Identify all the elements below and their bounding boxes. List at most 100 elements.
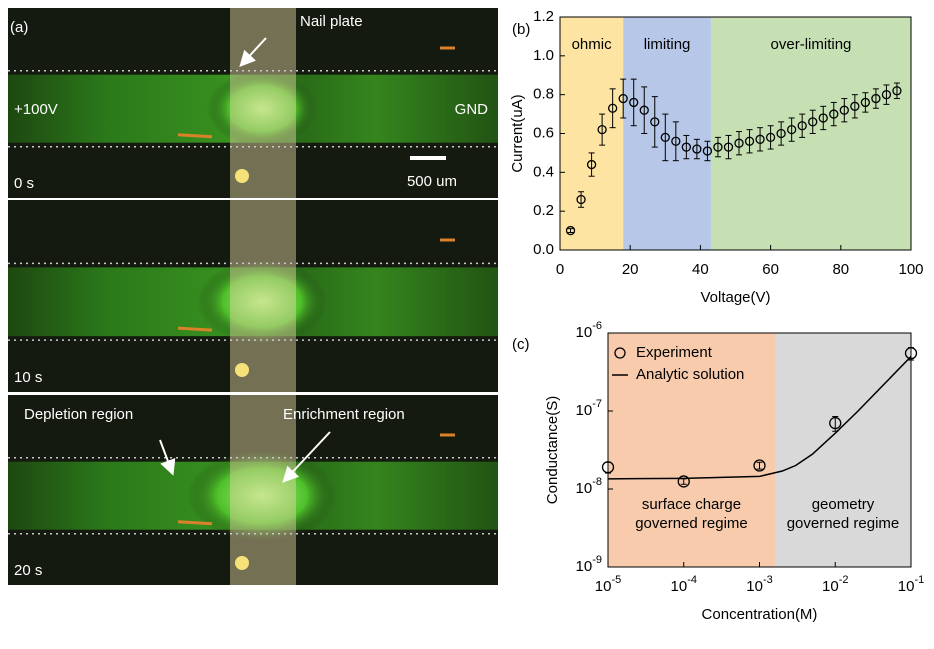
legend-marker <box>614 347 626 359</box>
x-tick-label-exponent: -2 <box>839 574 849 586</box>
data-point <box>871 93 881 104</box>
y-tick-label: 0.0 <box>533 241 554 258</box>
image-annotation: GND <box>455 101 489 118</box>
nail-plate <box>230 395 296 585</box>
data-point <box>753 459 766 472</box>
data-point <box>765 132 776 143</box>
data-point <box>692 144 702 154</box>
analytic-line <box>607 355 912 480</box>
region-label: surface charge <box>642 496 741 513</box>
y-tick-label-exponent: -9 <box>592 554 602 566</box>
x-tick-label: 10-1 <box>898 574 924 595</box>
data-point <box>639 105 649 115</box>
data-point <box>892 86 902 96</box>
orange-streak <box>177 133 213 139</box>
region <box>560 17 624 250</box>
data-point <box>755 134 765 144</box>
legend-label: Analytic solution <box>636 366 744 383</box>
y-tick-label: 0.2 <box>533 202 554 219</box>
x-tick-label: 40 <box>692 261 709 278</box>
y-tick-label: 1.0 <box>533 47 554 64</box>
bright-spot <box>235 556 249 570</box>
enrichment-glow <box>197 259 327 345</box>
data-point <box>881 90 892 100</box>
x-tick-label-exponent: -3 <box>763 574 773 586</box>
region <box>774 333 911 567</box>
nail-plate <box>230 8 296 198</box>
frame-time: 0 s <box>14 175 34 192</box>
region-label: geometry <box>812 496 875 513</box>
panel-label: (c) <box>512 336 530 353</box>
data-point <box>713 142 723 152</box>
data-point <box>860 97 871 108</box>
x-tick-label-base: 10 <box>746 578 763 595</box>
data-point <box>576 194 586 205</box>
y-axis-title: Current(uA) <box>509 94 526 172</box>
y-tick-label-base: 0.0 <box>533 241 554 258</box>
data-point <box>629 97 639 108</box>
x-tick-label: 20 <box>622 261 639 278</box>
orange-streak <box>177 326 213 332</box>
enrichment-glow <box>187 449 337 542</box>
y-tick-label: 0.8 <box>533 86 554 103</box>
region-label: governed regime <box>635 515 748 532</box>
data-point <box>797 121 807 131</box>
frame-time: 20 s <box>14 562 42 579</box>
x-axis-title: Concentration(M) <box>702 606 818 623</box>
data-point <box>787 124 797 135</box>
x-tick-label: 10-3 <box>746 574 772 595</box>
data-point <box>734 138 744 148</box>
data-point <box>829 416 842 430</box>
data-point <box>608 103 618 113</box>
region <box>608 333 775 567</box>
arrow <box>239 37 267 67</box>
data-point <box>723 142 734 152</box>
region-label: over-limiting <box>771 36 852 53</box>
y-tick-label: 10-7 <box>576 398 602 419</box>
y-tick-label: 10-6 <box>576 320 602 341</box>
data-point <box>829 109 839 119</box>
data-point <box>776 128 786 139</box>
data-point <box>618 93 628 104</box>
x-tick-label-exponent: -1 <box>914 574 924 586</box>
region-label: limiting <box>644 36 691 53</box>
y-tick-label-exponent: -7 <box>592 398 602 410</box>
image-annotation: Nail plate <box>300 13 363 30</box>
x-tick-label-base: 10 <box>671 578 688 595</box>
data-point <box>839 105 849 115</box>
x-tick-label-exponent: -5 <box>611 574 621 586</box>
x-tick-label: 60 <box>762 261 779 278</box>
y-tick-label-exponent: -8 <box>592 476 602 488</box>
x-tick-label-exponent: -4 <box>687 574 697 586</box>
data-point <box>660 132 670 143</box>
x-axis-title: Voltage(V) <box>700 289 770 306</box>
bright-spot <box>235 363 249 377</box>
x-tick-label-base: 10 <box>595 578 612 595</box>
frame-time: 10 s <box>14 369 42 386</box>
nail-plate <box>230 200 296 392</box>
region-label: governed regime <box>787 515 900 532</box>
x-tick-label: 0 <box>556 261 564 278</box>
y-tick-label-base: 1.0 <box>533 47 554 64</box>
y-axis-title: Conductance(S) <box>544 396 561 504</box>
data-point <box>744 136 755 146</box>
x-tick-label: 100 <box>898 261 923 278</box>
data-point <box>850 101 860 111</box>
x-tick-label: 10-2 <box>822 574 848 595</box>
y-tick-label: 1.2 <box>533 8 554 25</box>
image-annotation: Depletion region <box>24 406 133 423</box>
data-point <box>586 159 597 170</box>
x-tick-label: 80 <box>832 261 849 278</box>
bright-spot <box>235 169 249 183</box>
y-tick-label-base: 10 <box>576 402 593 419</box>
data-point <box>671 136 681 146</box>
data-point <box>818 113 828 123</box>
y-tick-label-exponent: -6 <box>592 320 602 332</box>
y-tick-label: 10-8 <box>576 476 602 497</box>
data-point <box>601 461 615 474</box>
data-point <box>808 117 818 127</box>
panel-label: (b) <box>512 21 530 38</box>
y-tick-label: 0.4 <box>533 163 554 180</box>
x-tick-label: 10-5 <box>595 574 621 595</box>
